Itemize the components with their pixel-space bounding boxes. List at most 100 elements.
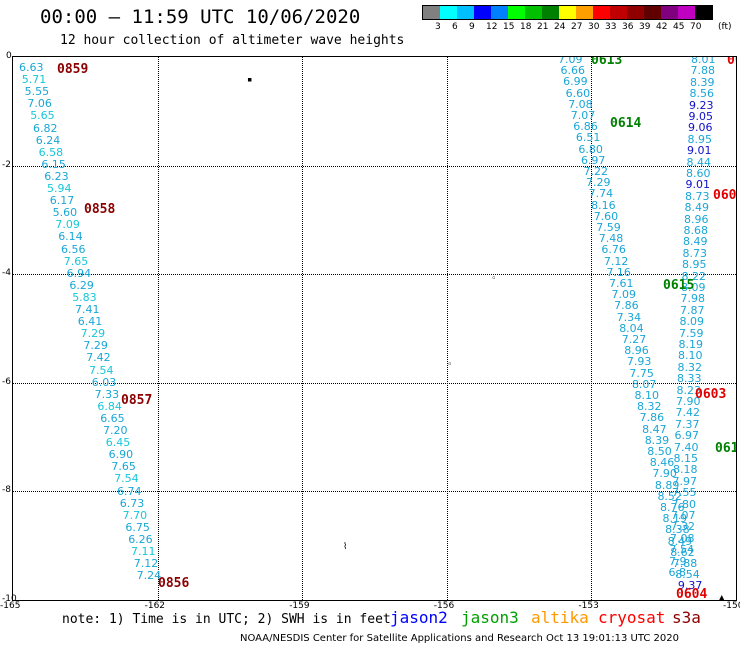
- legend-label: 36: [622, 22, 634, 32]
- observation-east-track: 7.55: [672, 486, 697, 500]
- observation-east-track: 9.01: [687, 144, 712, 158]
- island-marker: ◦: [491, 274, 497, 284]
- time-label: 0604: [676, 587, 708, 601]
- observation-west-track: 7.65: [63, 254, 89, 268]
- observation-central-track: 6.99: [563, 75, 588, 89]
- satellite-s3a: s3a: [672, 608, 701, 627]
- time-label: 061: [715, 441, 737, 456]
- observation-central-track: 8.49: [667, 534, 693, 548]
- observation-central-track: 7.08: [568, 97, 593, 111]
- observation-west-track: 6.73: [119, 496, 145, 510]
- longitude-gridline: [446, 57, 448, 600]
- observation-east-track: 8.15: [673, 452, 699, 465]
- observation-west-track: 7.11: [131, 545, 156, 558]
- map-title: 00:00 – 11:59 UTC 10/06/2020: [40, 6, 361, 28]
- satellite-altika: altika: [531, 608, 589, 627]
- legend-swatch: [678, 6, 695, 19]
- credit-line: NOAA/NESDIS Center for Satellite Applica…: [240, 633, 679, 644]
- observation-east-track: 7.9: [669, 554, 687, 568]
- time-label: 0858: [84, 202, 116, 217]
- legend-label: 42: [656, 22, 668, 32]
- observation-central-track: 6.76: [601, 243, 626, 257]
- observation-east-track: 8.09: [679, 315, 705, 329]
- observation-east-track: 7.40: [674, 440, 699, 454]
- observation-central-track: 8.96: [624, 344, 649, 358]
- observation-central-track: 7.60: [593, 209, 619, 223]
- island-marker: ◦: [447, 360, 453, 370]
- observation-east-track: 8.73: [685, 189, 710, 203]
- observation-east-track: 8.44: [686, 155, 712, 169]
- legend-label: 39: [639, 22, 651, 32]
- observation-central-track: 7.88: [672, 557, 698, 570]
- observation-west-track: 7.09: [55, 218, 80, 232]
- observation-west-track: 7.29: [83, 339, 108, 353]
- observation-central-track: 8.16: [591, 198, 616, 212]
- time-label: 0856: [158, 576, 190, 591]
- observation-west-track: 7.12: [133, 557, 159, 571]
- observation-central-track: 8.89: [654, 478, 680, 492]
- longitude-tick-label: -162: [144, 601, 166, 611]
- observation-east-track: 7.07: [671, 509, 696, 522]
- time-label: 060: [713, 188, 737, 203]
- observation-central-track: 8.46: [649, 456, 675, 470]
- observation-central-track: 8.76: [660, 501, 685, 514]
- observation-east-track: 8.95: [687, 132, 713, 146]
- observation-east-track: 8.95: [682, 258, 707, 272]
- legend-label: 12: [486, 22, 498, 32]
- observation-central-track: 7.59: [596, 221, 621, 234]
- observation-central-track: 7.61: [609, 277, 634, 290]
- observation-east-track: 7.97: [672, 474, 698, 488]
- observation-central-track: 8.39: [644, 433, 670, 447]
- legend-color-bar: [422, 5, 713, 20]
- legend-swatch: [525, 6, 542, 19]
- legend-swatch: [474, 6, 491, 19]
- observation-west-track: 5.83: [72, 290, 97, 304]
- observation-west-track: 5.94: [47, 182, 72, 195]
- observation-east-track: 8.73: [682, 246, 708, 260]
- legend-label: 27: [571, 22, 583, 32]
- observation-east-track: 8.60: [686, 167, 711, 180]
- latitude-tick-label: -6: [2, 376, 11, 387]
- observation-central-track: 7.07: [570, 109, 596, 122]
- legend-swatch: [491, 6, 508, 19]
- satellite-jason2: jason2: [390, 608, 448, 627]
- longitude-tick-label: -159: [289, 601, 310, 611]
- legend-label: 24: [554, 22, 566, 32]
- latitude-gridline: [13, 165, 736, 167]
- observation-west-track: 5.65: [30, 109, 55, 123]
- legend-swatch: [457, 6, 474, 19]
- observation-west-track: 6.56: [61, 242, 86, 256]
- legend-swatch: [610, 6, 627, 19]
- longitude-tick-label: -153: [578, 601, 599, 611]
- observation-central-track: 7.93: [626, 355, 652, 369]
- latitude-tick-label: 0: [6, 51, 12, 61]
- map-plot-area: 6.63 5.71 5.55 7.06 5.65 6.82 6.24 6.58 6.15 6.23…: [12, 56, 737, 601]
- observation-east-track: 7.37: [675, 417, 700, 431]
- observation-east-track: 6.97: [674, 429, 700, 443]
- legend-label: 15: [503, 22, 515, 32]
- legend-swatch: [593, 6, 610, 19]
- observation-central-track: 7.74: [588, 187, 614, 201]
- observation-west-track: 6.17: [49, 194, 75, 208]
- observation-west-track: 7.54: [89, 363, 114, 377]
- observation-west-track: 6.45: [105, 436, 131, 450]
- observation-east-track: 7.80: [671, 497, 697, 511]
- observation-east-track: 9.01: [685, 178, 711, 192]
- observation-west-track: 5.60: [52, 206, 78, 220]
- legend-label: 18: [520, 22, 532, 32]
- observation-west-track: 7.33: [94, 387, 120, 401]
- observation-east-track: 7.87: [680, 303, 705, 317]
- observation-central-track: 7.34: [616, 310, 642, 324]
- island-marker: ▪: [247, 75, 253, 85]
- observation-east-track: 8.33: [677, 372, 702, 386]
- latitude-gridline: [13, 491, 736, 493]
- time-label: 0857: [121, 393, 153, 408]
- observation-west-track: 7.65: [111, 460, 136, 474]
- observation-west-track: 7.29: [80, 327, 106, 341]
- longitude-gridline: [157, 57, 159, 600]
- observation-west-track: 6.75: [125, 520, 150, 534]
- legend-swatch: [695, 6, 712, 19]
- observation-central-track: 6.66: [560, 64, 586, 78]
- observation-central-track: 6.80: [578, 142, 603, 156]
- legend-label: 33: [605, 22, 617, 32]
